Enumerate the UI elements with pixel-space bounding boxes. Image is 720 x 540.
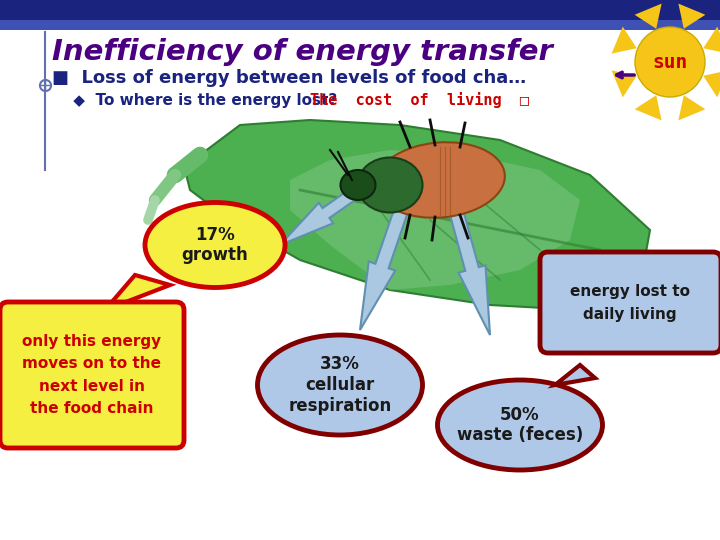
Bar [0,0,720,20]
Polygon shape [634,4,662,29]
Text: 17%
growth: 17% growth [181,226,248,265]
Ellipse shape [258,335,423,435]
Text: only this energy
moves on to the
next level in
the food chain: only this energy moves on to the next le… [22,334,161,416]
Text: 50%
waste (feces): 50% waste (feces) [457,406,583,444]
Ellipse shape [358,158,423,213]
Polygon shape [678,95,706,120]
Polygon shape [678,4,706,29]
Text: ◆  To where is the energy lost?: ◆ To where is the energy lost? [68,92,348,107]
Text: energy lost to
daily living: energy lost to daily living [570,285,690,322]
Ellipse shape [375,142,505,218]
Circle shape [635,27,705,97]
FancyBboxPatch shape [0,302,184,448]
Ellipse shape [145,202,285,287]
Polygon shape [555,365,595,385]
Ellipse shape [438,380,603,470]
Polygon shape [438,168,490,335]
Text: The  cost  of  living  □: The cost of living □ [310,92,529,108]
Polygon shape [185,120,650,310]
FancyBboxPatch shape [540,252,720,353]
Polygon shape [703,70,720,97]
Polygon shape [611,70,636,97]
Polygon shape [611,26,636,53]
Polygon shape [703,26,720,53]
Polygon shape [360,168,422,330]
Bar [0,20,720,30]
Polygon shape [105,275,170,310]
Ellipse shape [341,170,376,200]
Polygon shape [280,160,398,245]
Text: Inefficiency of energy transfer: Inefficiency of energy transfer [52,38,553,66]
Polygon shape [290,150,580,290]
Text: 33%
cellular
respiration: 33% cellular respiration [289,355,392,415]
Text: sun: sun [652,52,688,71]
Polygon shape [634,95,662,120]
Text: ■  Loss of energy between levels of food cha…: ■ Loss of energy between levels of food … [52,69,526,87]
